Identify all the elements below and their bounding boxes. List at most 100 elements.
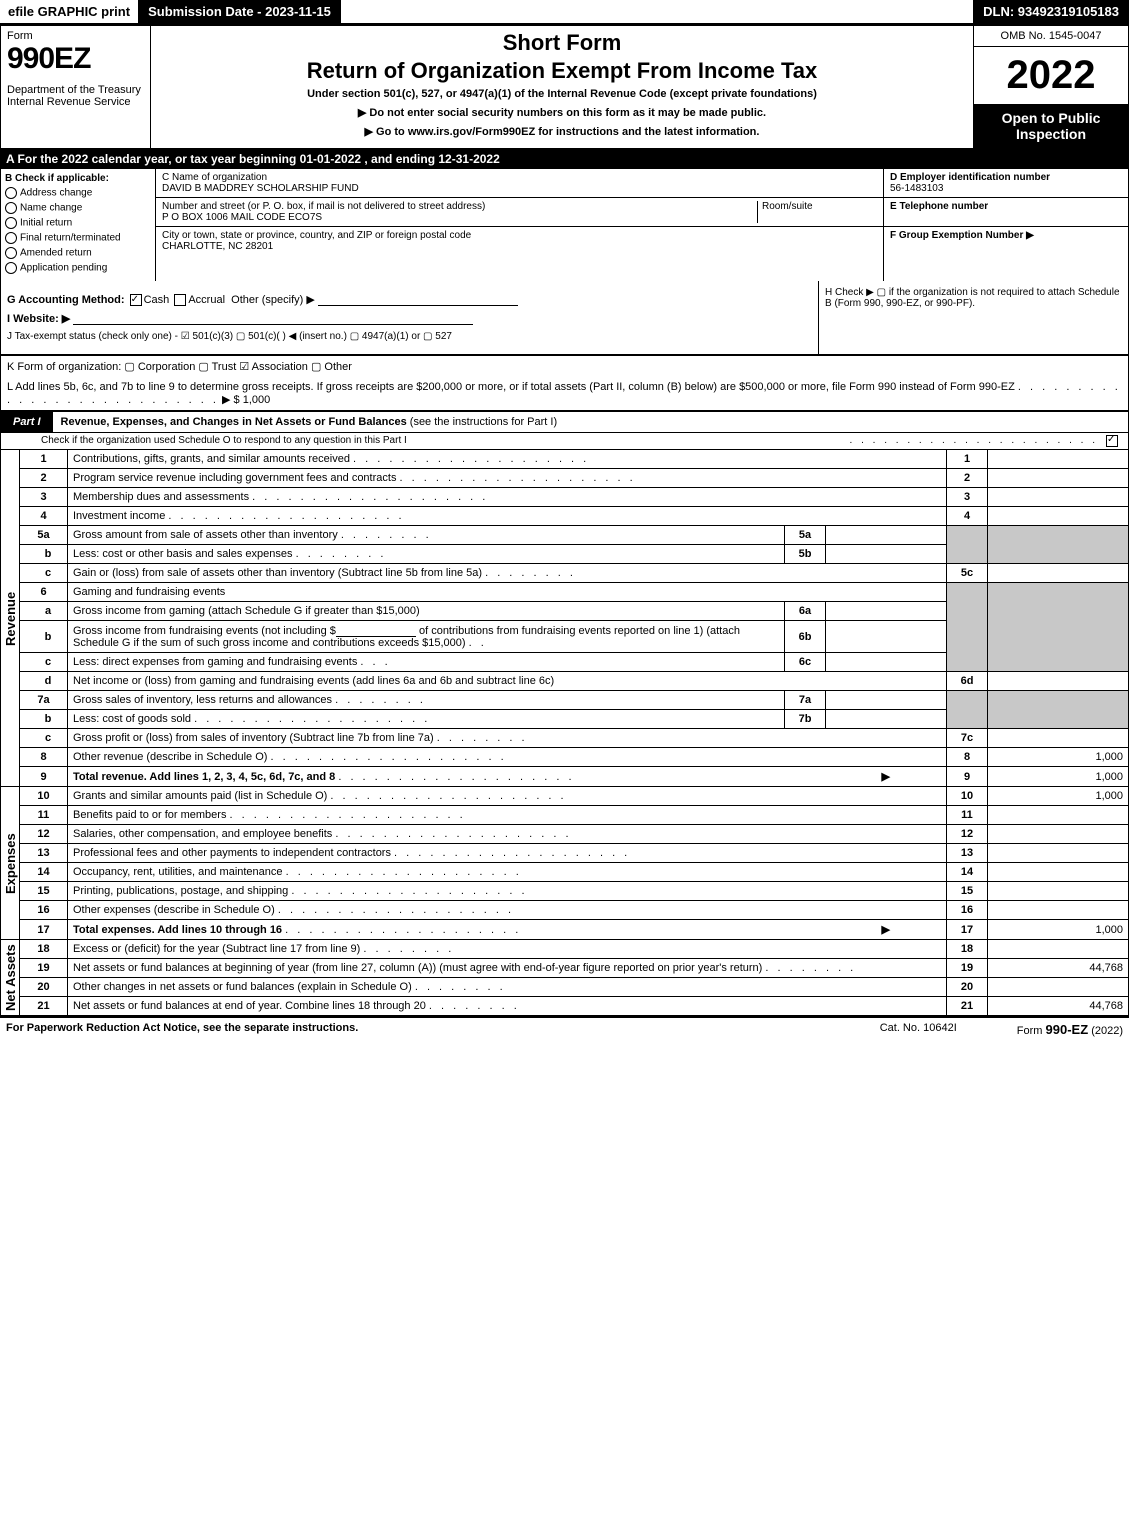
chk-cash[interactable] xyxy=(130,294,142,306)
submission-date: Submission Date - 2023-11-15 xyxy=(138,0,341,23)
ln9-val: 1,000 xyxy=(988,767,1129,787)
ghijk-block: G Accounting Method: Cash Accrual Other … xyxy=(0,281,1129,355)
ln18-desc: Excess or (deficit) for the year (Subtra… xyxy=(68,940,947,959)
group-label: F Group Exemption Number ▶ xyxy=(890,230,1034,241)
ln10-val: 1,000 xyxy=(988,787,1129,806)
ln1-desc: Contributions, gifts, grants, and simila… xyxy=(68,450,947,469)
chk-final[interactable]: Final return/terminated xyxy=(5,232,151,244)
ln21-desc: Net assets or fund balances at end of ye… xyxy=(68,997,947,1016)
form-word: Form xyxy=(7,30,144,42)
arrow-icon: ▶ xyxy=(826,767,947,787)
chk-pending[interactable]: Application pending xyxy=(5,262,151,274)
omb-number: OMB No. 1545-0047 xyxy=(974,26,1128,47)
ln8-val: 1,000 xyxy=(988,748,1129,767)
ln13-desc: Professional fees and other payments to … xyxy=(68,844,947,863)
dln: DLN: 93492319105183 xyxy=(973,0,1129,23)
chk-accrual[interactable] xyxy=(174,294,186,306)
return-title: Return of Organization Exempt From Incom… xyxy=(161,58,963,84)
ln5b-desc: Less: cost or other basis and sales expe… xyxy=(68,545,785,564)
ln6d-desc: Net income or (loss) from gaming and fun… xyxy=(68,672,947,691)
city-row: City or town, state or province, country… xyxy=(156,227,883,255)
ln17-val: 1,000 xyxy=(988,920,1129,940)
group-row: F Group Exemption Number ▶ xyxy=(884,227,1128,244)
part1-label: Part I xyxy=(1,412,53,432)
ssn-note: ▶ Do not enter social security numbers o… xyxy=(161,106,963,119)
ln16-desc: Other expenses (describe in Schedule O) … xyxy=(68,901,947,920)
addr-value: P O BOX 1006 MAIL CODE ECO7S xyxy=(162,212,757,223)
sched-o-check: Check if the organization used Schedule … xyxy=(0,433,1129,449)
dept-treasury: Department of the Treasury Internal Reve… xyxy=(7,84,144,108)
l-text: L Add lines 5b, 6c, and 7b to line 9 to … xyxy=(7,381,1015,393)
netassets-label: Net Assets xyxy=(1,940,20,1016)
ln1-rnum: 1 xyxy=(947,450,988,469)
ln12-desc: Salaries, other compensation, and employ… xyxy=(68,825,947,844)
chk-initial[interactable]: Initial return xyxy=(5,217,151,229)
cat-no: Cat. No. 10642I xyxy=(880,1022,957,1037)
pra-notice: For Paperwork Reduction Act Notice, see … xyxy=(6,1022,358,1037)
ln6-desc: Gaming and fundraising events xyxy=(68,583,947,602)
ln15-desc: Printing, publications, postage, and shi… xyxy=(68,882,947,901)
ln19-val: 44,768 xyxy=(988,959,1129,978)
col-b: B Check if applicable: Address change Na… xyxy=(1,169,156,281)
ln4-desc: Investment income . . . . . . . . . . . … xyxy=(68,507,947,526)
form-number: 990EZ xyxy=(7,42,144,76)
ln14-desc: Occupancy, rent, utilities, and maintena… xyxy=(68,863,947,882)
under-section: Under section 501(c), 527, or 4947(a)(1)… xyxy=(161,88,963,100)
chk-name[interactable]: Name change xyxy=(5,202,151,214)
short-form-title: Short Form xyxy=(161,30,963,56)
efile-label: efile GRAPHIC print xyxy=(0,0,138,23)
header-center: Short Form Return of Organization Exempt… xyxy=(151,26,973,148)
room-label: Room/suite xyxy=(757,201,877,223)
ln6b-desc: Gross income from fundraising events (no… xyxy=(68,621,785,653)
ln5c-desc: Gain or (loss) from sale of assets other… xyxy=(68,564,947,583)
open-public: Open to Public Inspection xyxy=(974,104,1128,148)
tel-row: E Telephone number xyxy=(884,198,1128,227)
part1-title: Revenue, Expenses, and Changes in Net As… xyxy=(53,412,1128,432)
form-ref: Form 990-EZ (2022) xyxy=(1017,1022,1123,1037)
line-l: L Add lines 5b, 6c, and 7b to line 9 to … xyxy=(0,377,1129,411)
b-title: B Check if applicable: xyxy=(5,173,151,184)
ln21-val: 44,768 xyxy=(988,997,1129,1016)
line-k: K Form of organization: ▢ Corporation ▢ … xyxy=(0,355,1129,377)
addr-row: Number and street (or P. O. box, if mail… xyxy=(156,198,883,227)
line-a: A For the 2022 calendar year, or tax yea… xyxy=(0,149,1129,169)
ln6a-desc: Gross income from gaming (attach Schedul… xyxy=(68,602,785,621)
sched-o-checkbox[interactable] xyxy=(1106,435,1118,447)
expenses-label: Expenses xyxy=(1,787,20,940)
header-left: Form 990EZ Department of the Treasury In… xyxy=(1,26,151,148)
org-name-row: C Name of organization DAVID B MADDREY S… xyxy=(156,169,883,198)
goto-text: ▶ Go to www.irs.gov/Form990EZ for instru… xyxy=(365,126,760,138)
website-field[interactable] xyxy=(73,312,473,325)
bcd-grid: B Check if applicable: Address change Na… xyxy=(0,169,1129,281)
ln19-desc: Net assets or fund balances at beginning… xyxy=(68,959,947,978)
city-value: CHARLOTTE, NC 28201 xyxy=(162,241,877,252)
ln3-desc: Membership dues and assessments . . . . … xyxy=(68,488,947,507)
ln6c-desc: Less: direct expenses from gaming and fu… xyxy=(68,653,785,672)
ln1-val xyxy=(988,450,1129,469)
ln8-desc: Other revenue (describe in Schedule O) .… xyxy=(68,748,947,767)
arrow-icon: ▶ xyxy=(826,920,947,940)
ln20-desc: Other changes in net assets or fund bala… xyxy=(68,978,947,997)
c-name-label: C Name of organization xyxy=(162,172,877,183)
line-i: I Website: ▶ xyxy=(7,312,812,325)
header-right: OMB No. 1545-0047 2022 Open to Public In… xyxy=(973,26,1128,148)
misc-left: G Accounting Method: Cash Accrual Other … xyxy=(1,281,818,354)
form-header: Form 990EZ Department of the Treasury In… xyxy=(0,25,1129,149)
col-c: C Name of organization DAVID B MADDREY S… xyxy=(156,169,883,281)
tax-year: 2022 xyxy=(974,47,1128,104)
line-h: H Check ▶ ▢ if the organization is not r… xyxy=(818,281,1128,354)
ln7c-desc: Gross profit or (loss) from sales of inv… xyxy=(68,729,947,748)
chk-address[interactable]: Address change xyxy=(5,187,151,199)
line-j: J Tax-exempt status (check only one) - ☑… xyxy=(7,331,812,342)
chk-amended[interactable]: Amended return xyxy=(5,247,151,259)
addr-label: Number and street (or P. O. box, if mail… xyxy=(162,201,757,212)
other-specify-field[interactable] xyxy=(318,293,518,306)
l-amount: ▶ $ 1,000 xyxy=(222,394,270,406)
ln10-desc: Grants and similar amounts paid (list in… xyxy=(68,787,947,806)
ein-value: 56-1483103 xyxy=(890,183,1122,194)
ln5a-desc: Gross amount from sale of assets other t… xyxy=(68,526,785,545)
ln7a-desc: Gross sales of inventory, less returns a… xyxy=(68,691,785,710)
ein-row: D Employer identification number 56-1483… xyxy=(884,169,1128,198)
goto-link[interactable]: ▶ Go to www.irs.gov/Form990EZ for instru… xyxy=(161,125,963,138)
city-label: City or town, state or province, country… xyxy=(162,230,877,241)
